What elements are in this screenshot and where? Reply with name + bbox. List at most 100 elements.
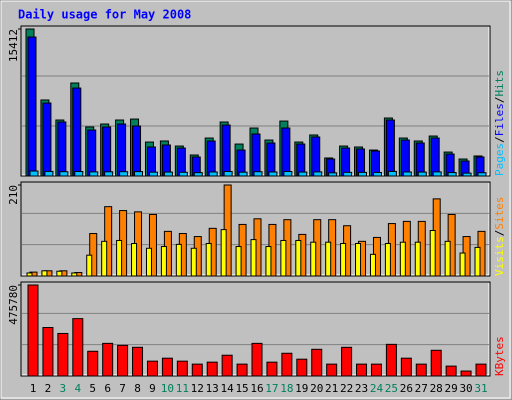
bar: [221, 354, 233, 377]
bar: [372, 171, 382, 177]
bar: [89, 171, 99, 177]
bar: [445, 365, 457, 377]
bar: [387, 170, 397, 177]
bar: [206, 140, 216, 177]
bar: [355, 243, 362, 277]
y-tick-label: 210: [7, 185, 20, 205]
x-tick-label: 28: [430, 382, 443, 395]
legend-separator: /: [493, 136, 506, 143]
bar: [223, 171, 233, 177]
bar: [313, 171, 323, 177]
bar: [459, 252, 466, 277]
bar: [148, 171, 158, 177]
x-tick-label: 5: [89, 382, 96, 395]
bar: [265, 246, 272, 277]
bar: [41, 270, 48, 277]
x-tick-label: 10: [161, 382, 174, 395]
bar: [250, 239, 257, 277]
x-tick-label: 2: [45, 382, 52, 395]
bar: [145, 247, 152, 277]
bar: [190, 247, 197, 277]
legend: Pages/Files/Hits: [493, 70, 506, 176]
bar: [119, 171, 129, 177]
chart-title: Daily usage for May 2008: [18, 8, 191, 22]
bar: [134, 171, 144, 177]
x-tick-label: 7: [119, 382, 126, 395]
bar: [56, 270, 63, 277]
bar: [429, 230, 436, 277]
bar: [193, 172, 203, 177]
bar: [104, 171, 114, 177]
bar: [29, 170, 39, 177]
bar: [384, 243, 391, 277]
bar: [326, 363, 338, 377]
x-tick-label: 3: [60, 382, 67, 395]
bar: [57, 121, 67, 177]
bar: [175, 243, 182, 277]
bar: [251, 342, 263, 377]
bar: [341, 346, 353, 377]
x-tick-label: 19: [295, 382, 308, 395]
x-tick-label: 24: [370, 382, 384, 395]
bar: [358, 171, 368, 177]
bar: [369, 253, 376, 277]
x-tick-label: 22: [340, 382, 353, 395]
bar: [266, 361, 278, 377]
x-tick-label: 27: [415, 382, 428, 395]
bar: [220, 229, 227, 277]
bar: [160, 246, 167, 277]
bar: [447, 172, 457, 177]
bar: [328, 172, 338, 177]
bar: [44, 170, 54, 177]
bar: [208, 171, 218, 177]
bar: [74, 171, 84, 177]
x-tick-label: 11: [176, 382, 189, 395]
bar: [72, 318, 84, 377]
bar: [42, 327, 54, 377]
bar: [444, 240, 451, 277]
x-tick-label: 9: [149, 382, 156, 395]
bar: [102, 342, 114, 377]
bar: [221, 124, 231, 177]
bar: [356, 363, 368, 377]
bar: [163, 171, 173, 177]
y-tick-label: 475780: [7, 285, 20, 325]
bar: [402, 171, 412, 177]
bar: [477, 172, 487, 177]
bar: [343, 171, 353, 177]
bar: [475, 363, 487, 377]
bar: [132, 346, 144, 377]
x-tick-label: 23: [355, 382, 368, 395]
bar: [86, 254, 93, 277]
bar: [281, 352, 293, 377]
bar: [42, 102, 52, 177]
x-tick-label: 26: [400, 382, 413, 395]
bar: [59, 171, 69, 177]
bar: [253, 171, 263, 177]
bar: [325, 241, 332, 277]
bar: [102, 126, 112, 177]
bar: [116, 239, 123, 277]
x-tick-label: 21: [325, 382, 338, 395]
bar: [205, 243, 212, 277]
bar: [417, 171, 427, 177]
y-tick-label: 15412: [7, 29, 20, 62]
bar: [87, 129, 97, 177]
x-tick-label: 14: [221, 382, 235, 395]
bar: [385, 119, 395, 177]
bar: [370, 363, 382, 377]
x-tick-label: 20: [310, 382, 323, 395]
bar: [296, 358, 308, 377]
bar: [295, 239, 302, 277]
legend-entry: Sites: [493, 197, 506, 230]
bar: [236, 363, 248, 377]
bar: [161, 357, 173, 377]
bar: [415, 142, 425, 177]
legend-entry: Files: [493, 103, 506, 136]
x-tick-label: 8: [134, 382, 141, 395]
bar: [430, 349, 442, 377]
bar: [27, 284, 39, 377]
legend-separator: /: [493, 97, 506, 104]
x-tick-label: 13: [206, 382, 219, 395]
